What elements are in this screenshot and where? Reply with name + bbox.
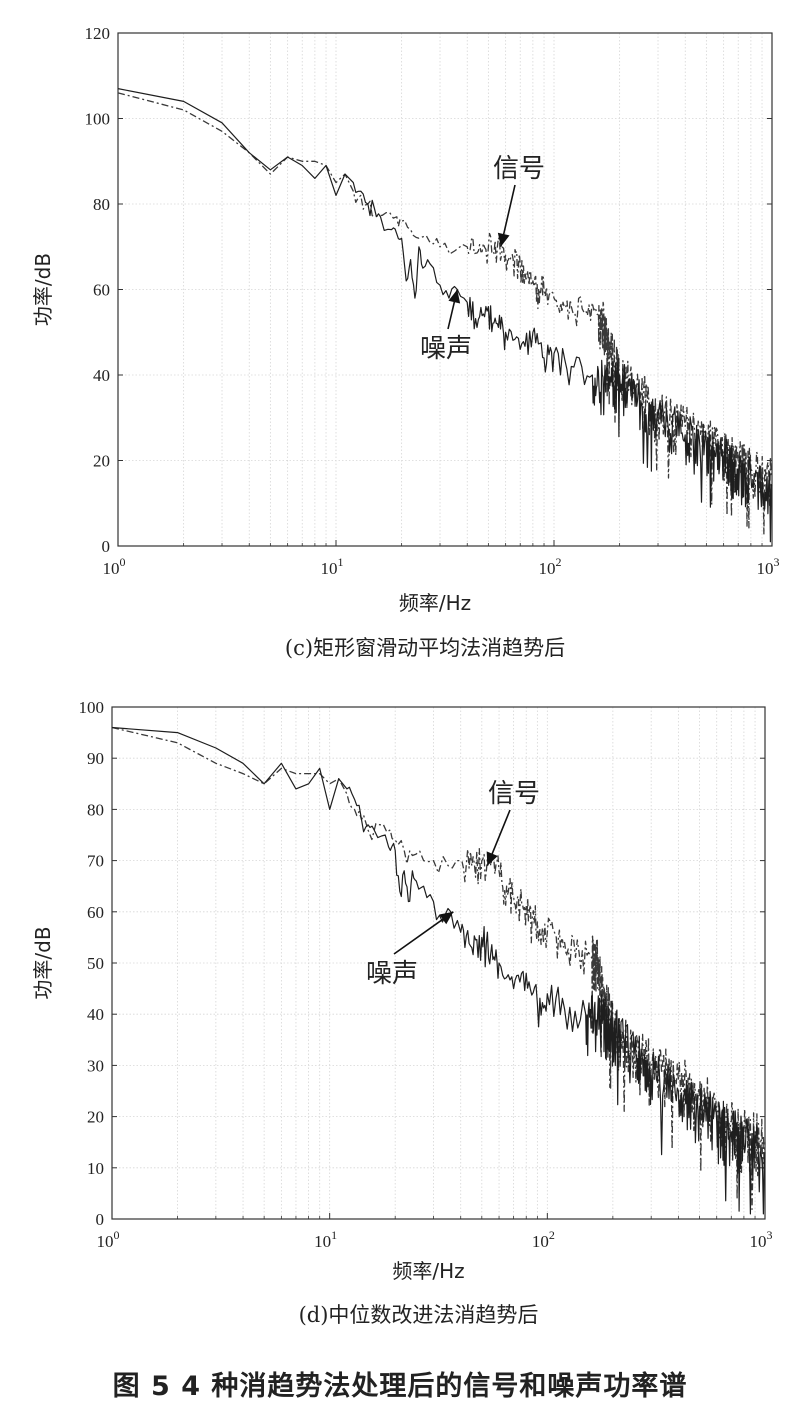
annotation-label: 信号 [488,779,540,809]
series-line-solid [111,726,766,1215]
x-tick-label: 102 [539,555,562,578]
x-tick-label: 103 [750,1228,773,1251]
y-tick-label: 40 [87,1005,104,1024]
x-tick-label: 100 [103,555,126,578]
annotation-label: 噪声 [420,334,472,364]
y-tick-label: 70 [87,852,104,871]
annotation-label: 信号 [493,154,545,184]
y-tick-label: 90 [87,749,104,768]
series-line-dashdot [117,92,773,536]
y-tick-label: 80 [87,800,104,819]
annotation-arrow-head [497,232,510,247]
panel-caption: (d)中位数改进法消趋势后 [299,1303,539,1327]
y-axis-label: 功率/dB [31,926,55,999]
y-tick-label: 80 [93,195,110,214]
x-axis-label: 频率/Hz [392,1259,464,1283]
y-tick-label: 40 [93,366,110,385]
annotation-arrow-head [486,851,498,866]
y-axis-label: 功率/dB [31,253,55,326]
annotation-arrow-head [439,911,454,925]
y-tick-label: 30 [87,1056,104,1075]
y-tick-label: 0 [96,1210,105,1229]
y-tick-label: 100 [85,110,111,129]
x-tick-label: 101 [321,555,344,578]
panel-caption: (c)矩形窗滑动平均法消趋势后 [285,636,565,660]
y-tick-label: 60 [93,281,110,300]
x-tick-label: 101 [314,1228,337,1251]
y-tick-label: 60 [87,903,104,922]
y-tick-label: 50 [87,954,104,973]
x-tick-label: 103 [757,555,780,578]
y-tick-label: 100 [79,698,105,717]
y-tick-label: 120 [85,24,111,43]
annotation-label: 噪声 [366,959,418,989]
x-axis-label: 频率/Hz [399,591,471,615]
chart-panel-1: 0 10 20 30 40 50 60 70 80 90 100 100 101 102 103 信号噪声频率… [31,698,773,1327]
x-tick-label: 102 [532,1228,555,1251]
series-line-dashdot [111,726,766,1210]
series-line-solid [117,88,773,543]
y-tick-label: 0 [102,537,111,556]
annotation-arrow-head [448,289,461,304]
y-tick-label: 20 [87,1108,104,1127]
y-tick-label: 20 [93,452,110,471]
y-tick-label: 10 [87,1159,104,1178]
x-tick-label: 100 [97,1228,120,1251]
figure-caption: 图 5 4 种消趋势法处理后的信号和噪声功率谱 [113,1370,688,1402]
